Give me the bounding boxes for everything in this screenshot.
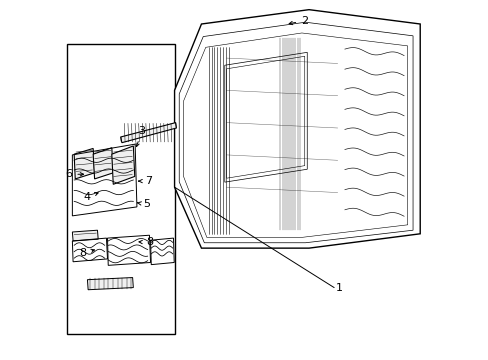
Text: 6: 6	[65, 169, 83, 179]
Polygon shape	[174, 10, 419, 248]
Text: 5: 5	[137, 199, 150, 210]
Text: 3: 3	[136, 126, 145, 147]
Polygon shape	[87, 278, 133, 290]
Polygon shape	[121, 123, 176, 143]
Polygon shape	[112, 146, 135, 184]
Polygon shape	[74, 148, 94, 179]
Text: 8: 8	[80, 248, 94, 258]
Polygon shape	[72, 230, 98, 241]
Text: 7: 7	[139, 176, 152, 186]
Text: 2: 2	[288, 16, 307, 26]
Polygon shape	[67, 44, 174, 334]
Polygon shape	[93, 148, 113, 179]
Text: 1: 1	[335, 283, 342, 293]
Text: 4: 4	[84, 192, 98, 202]
Text: 8: 8	[139, 237, 153, 247]
